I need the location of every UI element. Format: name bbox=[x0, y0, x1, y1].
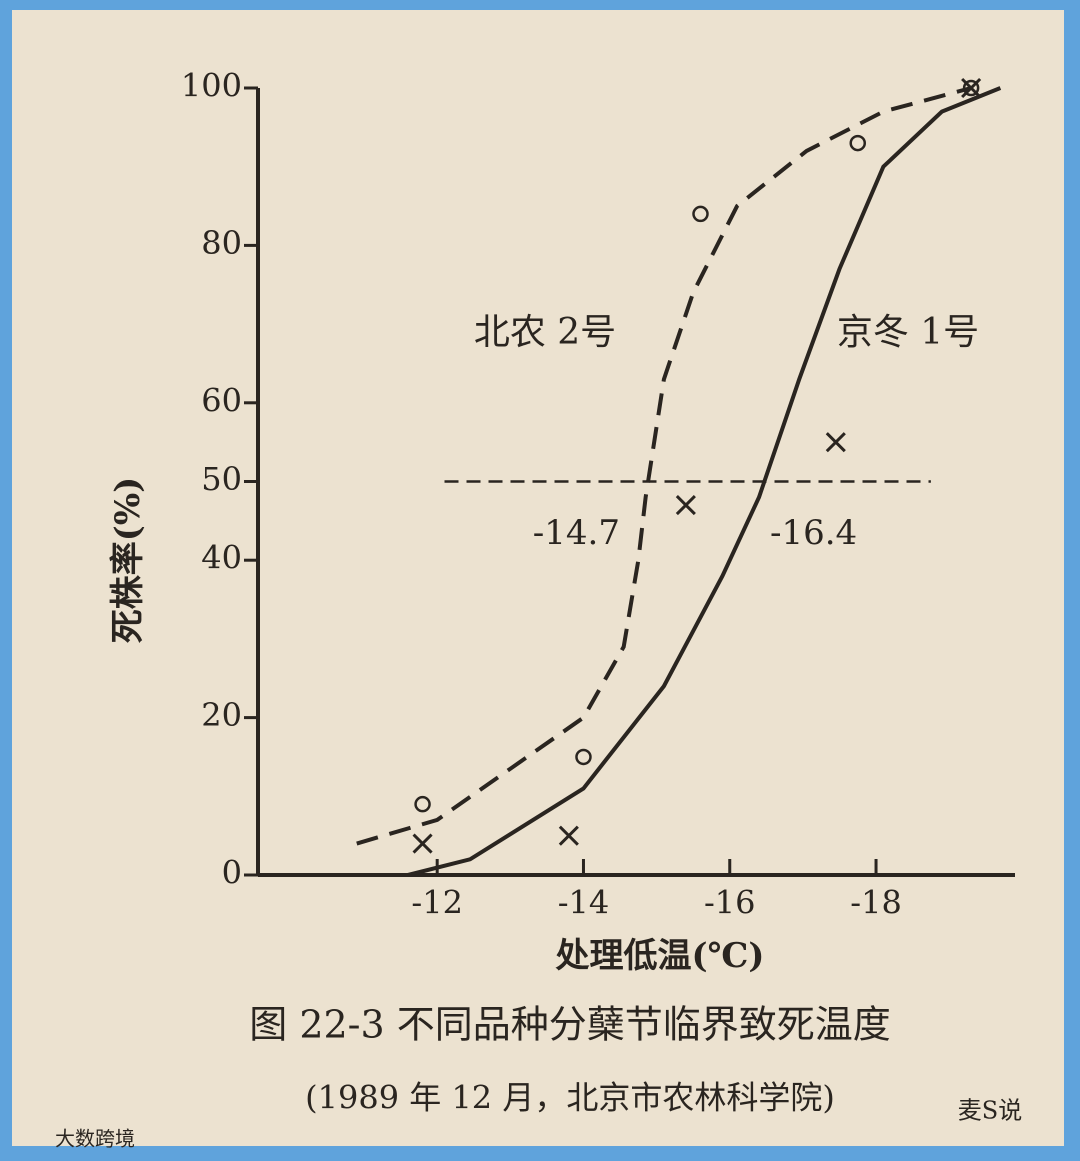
watermark: 麦S说 bbox=[958, 1097, 1022, 1125]
marker bbox=[675, 495, 696, 516]
marker bbox=[849, 134, 866, 152]
x-tick-label: -16 bbox=[704, 884, 756, 922]
page-background bbox=[12, 10, 1064, 1146]
y-tick-label: 80 bbox=[201, 224, 242, 262]
marker bbox=[412, 833, 433, 854]
y-tick-label: 60 bbox=[201, 381, 242, 419]
x-tick-label: -18 bbox=[850, 884, 902, 922]
x-tick-label: -12 bbox=[411, 884, 463, 922]
marker bbox=[414, 795, 431, 813]
caption: 图 22-3 不同品种分蘖节临界致死温度 bbox=[249, 1003, 891, 1047]
marker bbox=[558, 825, 579, 846]
y-tick-label: 100 bbox=[181, 67, 242, 105]
series-label: 京冬 1号 bbox=[837, 312, 979, 353]
y-tick-label: 20 bbox=[201, 696, 242, 734]
watermark: 大数跨境 bbox=[55, 1127, 135, 1151]
subcaption: (1989 年 12 月，北京市农林科学院) bbox=[305, 1079, 835, 1117]
marker bbox=[961, 77, 982, 99]
fit-curve bbox=[356, 86, 972, 846]
y-tick-label: 40 bbox=[201, 539, 242, 577]
annotation: -16.4 bbox=[770, 513, 857, 553]
series-label: 北农 2号 bbox=[474, 312, 616, 353]
marker bbox=[692, 205, 709, 223]
marker bbox=[962, 79, 980, 97]
y-axis-label: 死株率(%) bbox=[108, 477, 148, 643]
y-tick-label: 50 bbox=[201, 460, 242, 498]
y-tick-label: 0 bbox=[222, 854, 242, 892]
x-tick-label: -14 bbox=[558, 884, 610, 922]
x-axis-label: 处理低温(℃) bbox=[555, 936, 765, 976]
fit-curve bbox=[407, 86, 1002, 877]
annotation: -14.7 bbox=[533, 513, 620, 553]
marker bbox=[825, 432, 846, 453]
marker bbox=[575, 748, 592, 766]
